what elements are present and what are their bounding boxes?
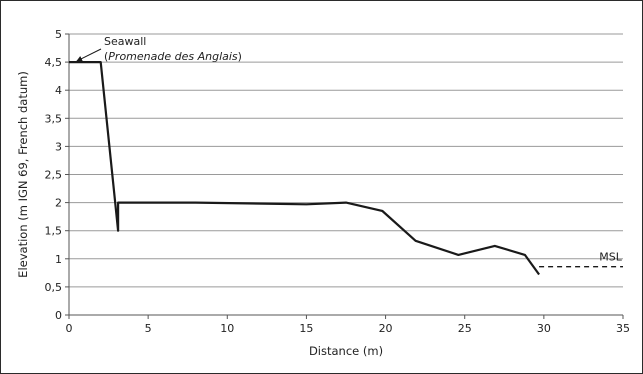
y-tick-label: 4,5 xyxy=(45,56,63,69)
y-tick-label: 3 xyxy=(55,140,62,153)
y-tick-label: 1,5 xyxy=(45,225,63,238)
x-tick-label: 5 xyxy=(145,322,152,335)
x-tick-label: 20 xyxy=(379,322,393,335)
x-tick-label: 0 xyxy=(66,322,73,335)
x-tick-label: 15 xyxy=(299,322,313,335)
y-tick-label: 1 xyxy=(55,253,62,266)
y-tick-label: 5 xyxy=(55,28,62,41)
y-tick-label: 4 xyxy=(55,84,62,97)
seawall-paren-close: ) xyxy=(238,50,242,63)
x-tick-label: 10 xyxy=(220,322,234,335)
x-tick-label: 35 xyxy=(616,322,630,335)
seawall-annotation-arrow xyxy=(76,48,102,62)
y-tick-label: 2 xyxy=(55,197,62,210)
y-axis-title: Elevation (m IGN 69, French datum) xyxy=(16,71,30,278)
msl-label: MSL xyxy=(599,251,622,264)
y-tick-label: 3,5 xyxy=(45,112,63,125)
elevation-profile-line xyxy=(69,60,540,276)
seawall-annotation-title: Seawall xyxy=(104,35,146,48)
y-tick-label: 2,5 xyxy=(45,169,63,182)
x-tick-label: 30 xyxy=(537,322,551,335)
seawall-annotation-subtitle: (Promenade des Anglais) xyxy=(104,50,242,63)
y-tick-label: 0,5 xyxy=(45,281,63,294)
seawall-place-name: Promenade des Anglais xyxy=(108,50,238,63)
x-tick-label: 25 xyxy=(458,322,472,335)
y-tick-label: 0 xyxy=(55,309,62,322)
seawall-paren-open: ( xyxy=(104,50,108,63)
x-axis-title: Distance (m) xyxy=(309,344,383,358)
